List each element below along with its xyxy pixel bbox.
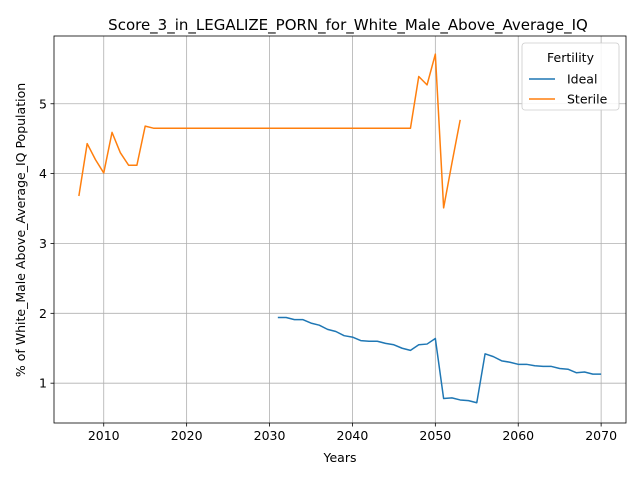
x-axis-label: Years xyxy=(323,450,357,465)
y-tick-label: 2 xyxy=(39,306,47,321)
series-line-sterile xyxy=(78,53,461,209)
x-tick-label: 2030 xyxy=(254,428,286,443)
legend: Fertility Ideal Sterile xyxy=(521,42,620,111)
x-tick-label: 2060 xyxy=(502,428,534,443)
y-axis-label: % of White_Male Above_Average_IQ Populat… xyxy=(13,83,28,377)
y-tick-label: 3 xyxy=(39,236,47,251)
x-tick-label: 2050 xyxy=(419,428,451,443)
plot-frame xyxy=(53,35,627,424)
x-tick-label: 2020 xyxy=(171,428,203,443)
x-tick-label: 2070 xyxy=(585,428,617,443)
legend-entries: Ideal Sterile xyxy=(529,72,608,107)
legend-title: Fertility xyxy=(547,50,595,65)
y-axis-ticks: 1 2 3 4 5 xyxy=(39,96,54,391)
chart-title: Score_3_in_LEGALIZE_PORN_for_White_Male_… xyxy=(108,16,588,35)
y-tick-label: 4 xyxy=(39,166,47,181)
y-tick-label: 5 xyxy=(39,96,47,111)
legend-box xyxy=(521,42,620,111)
series-lines xyxy=(78,53,602,404)
grid xyxy=(54,36,626,423)
x-tick-label: 2010 xyxy=(88,428,120,443)
legend-label-sterile: Sterile xyxy=(567,92,608,107)
series-line-ideal xyxy=(277,316,602,404)
legend-label-ideal: Ideal xyxy=(567,72,597,87)
y-tick-label: 1 xyxy=(39,376,47,391)
x-axis-ticks: 2010 2020 2030 2040 2050 2060 2070 xyxy=(88,423,617,443)
x-tick-label: 2040 xyxy=(337,428,369,443)
